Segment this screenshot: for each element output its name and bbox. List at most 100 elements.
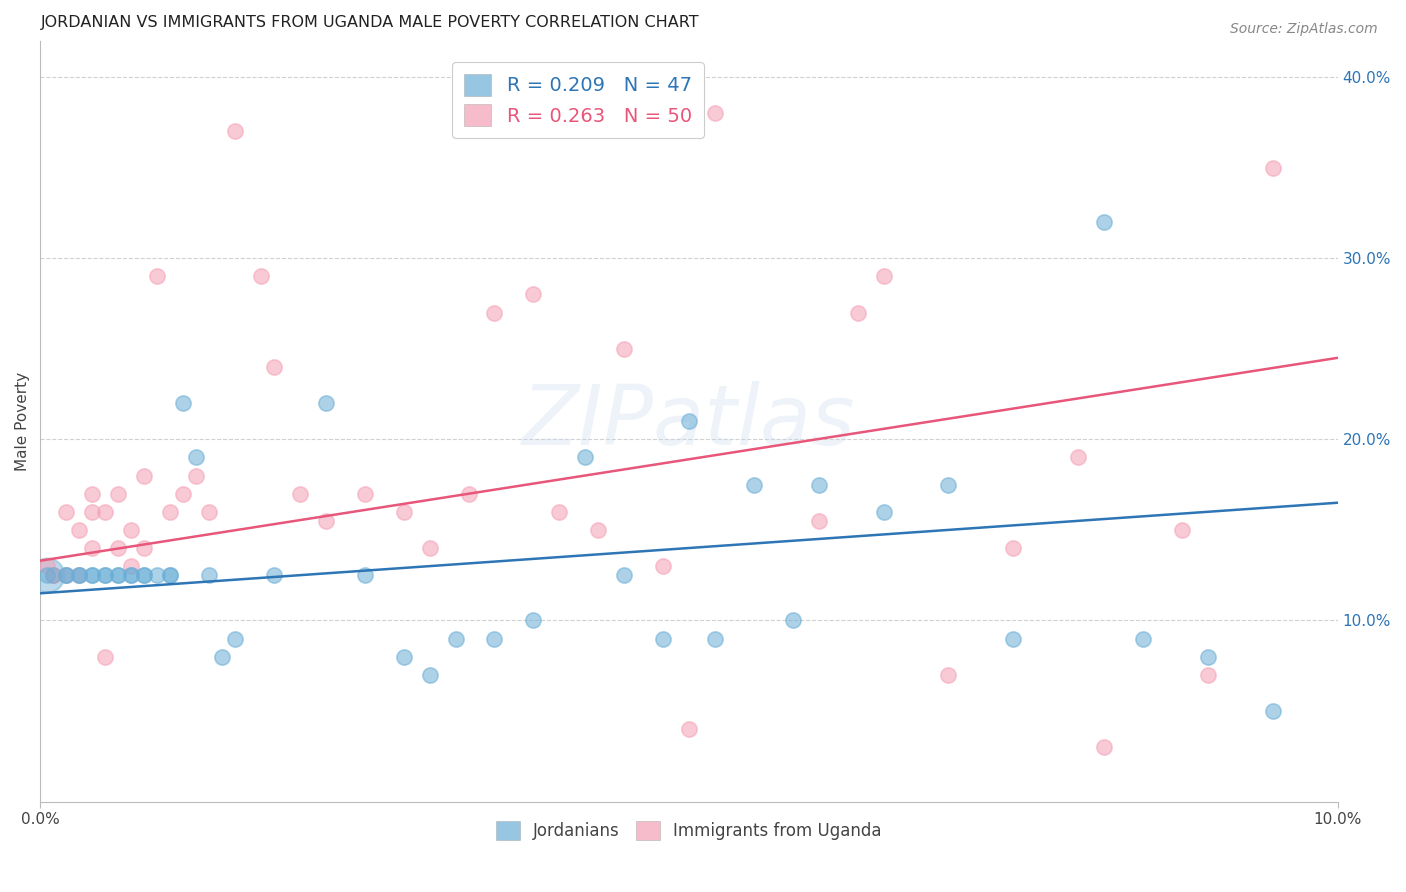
Point: [353, 568, 375, 582]
Point: [574, 450, 596, 465]
Point: [444, 632, 467, 646]
Point: [120, 559, 142, 574]
Point: [55, 568, 77, 582]
Point: [224, 632, 246, 646]
Point: [82, 568, 104, 582]
Point: [42, 568, 65, 582]
Point: [107, 486, 129, 500]
Point: [67, 523, 90, 537]
Point: [172, 486, 194, 500]
Point: [353, 486, 375, 500]
Point: [134, 568, 156, 582]
Point: [263, 359, 285, 374]
Point: [1002, 632, 1025, 646]
Point: [263, 568, 285, 582]
Point: [35, 568, 58, 582]
Point: [315, 396, 337, 410]
Point: [146, 568, 169, 582]
Point: [586, 523, 609, 537]
Text: ZIPatlas: ZIPatlas: [522, 381, 856, 462]
Point: [1132, 632, 1154, 646]
Point: [82, 505, 104, 519]
Point: [250, 269, 273, 284]
Point: [107, 541, 129, 555]
Point: [522, 287, 544, 301]
Point: [392, 505, 415, 519]
Point: [419, 667, 441, 681]
Point: [42, 568, 65, 582]
Point: [120, 568, 142, 582]
Point: [94, 505, 117, 519]
Point: [120, 523, 142, 537]
Point: [35, 568, 58, 582]
Point: [159, 568, 181, 582]
Point: [1002, 541, 1025, 555]
Point: [613, 342, 636, 356]
Point: [782, 614, 804, 628]
Point: [35, 559, 58, 574]
Point: [1067, 450, 1090, 465]
Point: [134, 541, 156, 555]
Point: [652, 632, 675, 646]
Point: [678, 722, 700, 736]
Point: [807, 514, 830, 528]
Point: [522, 614, 544, 628]
Point: [146, 269, 169, 284]
Point: [184, 468, 207, 483]
Point: [678, 414, 700, 428]
Point: [82, 568, 104, 582]
Point: [159, 568, 181, 582]
Point: [198, 568, 221, 582]
Point: [613, 568, 636, 582]
Point: [55, 568, 77, 582]
Point: [704, 106, 727, 120]
Point: [67, 568, 90, 582]
Point: [1092, 215, 1115, 229]
Point: [1197, 667, 1219, 681]
Legend: Jordanians, Immigrants from Uganda: Jordanians, Immigrants from Uganda: [489, 814, 889, 847]
Point: [94, 649, 117, 664]
Point: [1261, 704, 1284, 718]
Point: [807, 477, 830, 491]
Point: [1197, 649, 1219, 664]
Text: JORDANIAN VS IMMIGRANTS FROM UGANDA MALE POVERTY CORRELATION CHART: JORDANIAN VS IMMIGRANTS FROM UGANDA MALE…: [41, 15, 699, 30]
Point: [55, 505, 77, 519]
Point: [872, 505, 894, 519]
Point: [184, 450, 207, 465]
Text: Source: ZipAtlas.com: Source: ZipAtlas.com: [1230, 22, 1378, 37]
Point: [1261, 161, 1284, 175]
Point: [134, 468, 156, 483]
Point: [484, 632, 506, 646]
Point: [159, 505, 181, 519]
Y-axis label: Male Poverty: Male Poverty: [15, 372, 30, 471]
Point: [1092, 740, 1115, 755]
Point: [172, 396, 194, 410]
Point: [315, 514, 337, 528]
Point: [872, 269, 894, 284]
Point: [938, 477, 960, 491]
Point: [224, 124, 246, 138]
Point: [82, 541, 104, 555]
Point: [211, 649, 233, 664]
Point: [94, 568, 117, 582]
Point: [107, 568, 129, 582]
Point: [94, 568, 117, 582]
Point: [120, 568, 142, 582]
Point: [288, 486, 311, 500]
Point: [652, 559, 675, 574]
Point: [1171, 523, 1194, 537]
Point: [484, 305, 506, 319]
Point: [742, 477, 765, 491]
Point: [42, 568, 65, 582]
Point: [67, 568, 90, 582]
Point: [419, 541, 441, 555]
Point: [548, 505, 571, 519]
Point: [134, 568, 156, 582]
Point: [392, 649, 415, 664]
Point: [107, 568, 129, 582]
Point: [938, 667, 960, 681]
Point: [846, 305, 869, 319]
Point: [55, 568, 77, 582]
Point: [198, 505, 221, 519]
Point: [82, 486, 104, 500]
